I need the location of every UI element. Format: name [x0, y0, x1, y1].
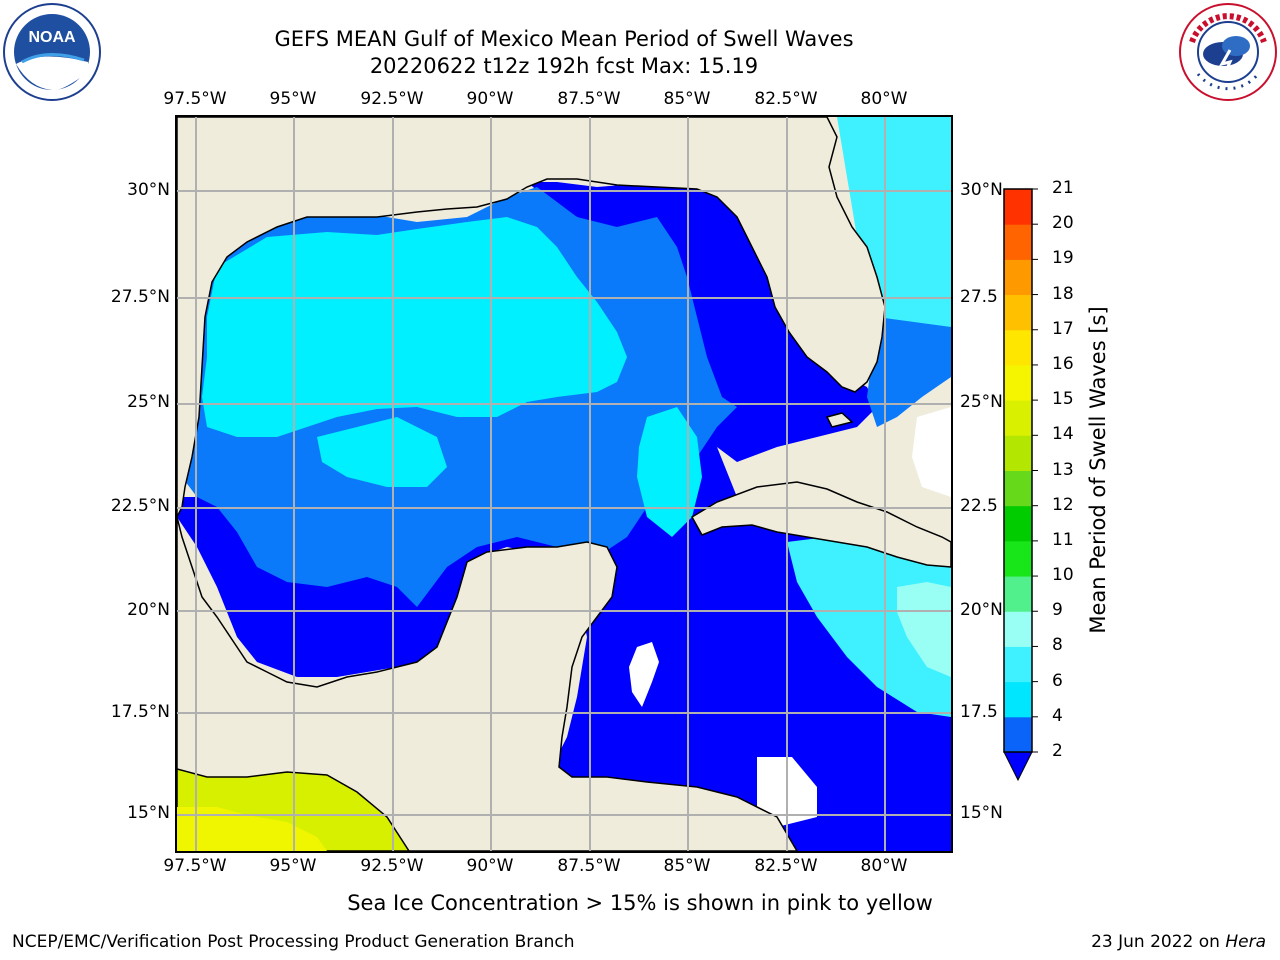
noaa-logo-icon: NOAA [3, 3, 101, 101]
lon-tick-top: 97.5°W [163, 89, 227, 109]
colorbar-tick-label: 2 [1052, 741, 1063, 761]
lat-tick-right: 30°N [960, 180, 1003, 200]
lat-tick-left: 30°N [127, 180, 170, 200]
lon-tick-bottom: 95°W [269, 856, 317, 876]
lon-tick-top: 90°W [466, 89, 514, 109]
lon-tick-bottom: 80°W [860, 856, 908, 876]
date-value: 23 Jun 2022 on [1091, 932, 1226, 952]
colorbar-segment [1004, 294, 1032, 331]
swell-contour-atlantic [837, 117, 951, 347]
lat-tick-left: 25°N [127, 392, 170, 412]
colorbar-segment [1004, 259, 1032, 296]
swell-contour-4-6 [317, 417, 447, 487]
sea-ice-note: Sea Ice Concentration > 15% is shown in … [347, 891, 933, 915]
colorbar [1003, 188, 1038, 782]
swell-contour-4-6 [202, 217, 627, 437]
credit-text: NCEP/EMC/Verification Post Processing Pr… [12, 932, 575, 952]
chart-subtitle: 20220622 t12z 192h fcst Max: 15.19 [369, 54, 759, 78]
lat-tick-right: 27.5 [960, 287, 998, 307]
colorbar-segment [1004, 611, 1032, 647]
machine-name: Hera [1225, 932, 1266, 952]
lon-tick-top: 80°W [860, 89, 908, 109]
colorbar-segment [1004, 576, 1032, 612]
colorbar-tick-label: 11 [1052, 529, 1074, 550]
colorbar-tick-label: 16 [1052, 353, 1074, 374]
date-text: 23 Jun 2022 on Hera [1091, 932, 1266, 952]
lon-tick-bottom: 90°W [466, 856, 514, 876]
colorbar-segment [1004, 681, 1032, 718]
lon-tick-bottom: 97.5°W [163, 856, 227, 876]
lon-tick-top: 87.5°W [557, 89, 621, 109]
lon-tick-bottom: 82.5°W [754, 856, 818, 876]
florida-keys [825, 412, 854, 428]
nws-logo-icon [1179, 3, 1277, 101]
map-panel [175, 115, 953, 853]
colorbar-tick-label: 6 [1052, 670, 1063, 691]
lat-tick-left: 27.5°N [110, 287, 170, 307]
colorbar-tick-label: 4 [1052, 705, 1063, 726]
lat-tick-left: 17.5°N [110, 702, 170, 722]
colorbar-tick-label: 9 [1052, 600, 1063, 621]
noaa-logo-text: NOAA [28, 29, 76, 46]
colorbar-segments [1004, 189, 1032, 753]
lat-tick-left: 20°N [127, 600, 170, 620]
lon-tick-top: 92.5°W [360, 89, 424, 109]
colorbar-tick-label: 19 [1052, 248, 1074, 269]
cuba [690, 481, 951, 568]
colorbar-tick-label: 15 [1052, 389, 1074, 410]
swell-contour-atlantic-low [867, 317, 951, 427]
colorbar-segment [1004, 505, 1032, 542]
colorbar-segment [1004, 400, 1032, 436]
lat-tick-right: 25°N [960, 392, 1003, 412]
mexico-yucatan [177, 516, 798, 851]
colorbar-segment [1004, 364, 1032, 401]
swell-period-field [177, 117, 951, 851]
colorbar-segment [1004, 224, 1032, 260]
lon-tick-top: 85°W [663, 89, 711, 109]
colorbar-extend-min [1003, 751, 1033, 782]
lat-tick-right: 22.5 [960, 496, 998, 516]
swell-contour-4-6 [637, 407, 702, 537]
lon-tick-bottom: 92.5°W [360, 856, 424, 876]
colorbar-segment [1004, 435, 1032, 471]
colorbar-label: Mean Period of Swell Waves [s] [1086, 306, 1110, 634]
map-grid [177, 117, 951, 851]
colorbar-tick-label: 8 [1052, 635, 1063, 656]
colorbar-segment [1004, 470, 1032, 507]
colorbar-tick-label: 21 [1052, 178, 1074, 198]
lat-tick-left: 15°N [127, 803, 170, 823]
chart-title: GEFS MEAN Gulf of Mexico Mean Period of … [274, 27, 854, 51]
swell-contour-below-2 [527, 182, 877, 462]
lon-tick-top: 82.5°W [754, 89, 818, 109]
colorbar-tick-label: 17 [1052, 318, 1074, 339]
colorbar-tick-label: 12 [1052, 494, 1074, 515]
colorbar-tick-label: 14 [1052, 424, 1074, 445]
swell-contour-caribbean-high [897, 582, 951, 677]
swell-contour-caribbean [787, 537, 951, 717]
colorbar-segment [1004, 646, 1032, 683]
lat-tick-right: 17.5 [960, 702, 998, 722]
no-data-area [629, 642, 659, 707]
colorbar-ticks [1032, 188, 1038, 753]
lat-tick-right: 20°N [960, 600, 1003, 620]
colorbar-tick-label: 20 [1052, 213, 1074, 234]
pacific-sea-ice-high [177, 807, 327, 851]
colorbar-segment [1004, 189, 1032, 225]
lon-tick-bottom: 85°W [663, 856, 711, 876]
colorbar-tick-label: 10 [1052, 565, 1074, 586]
colorbar-segment [1004, 540, 1032, 577]
lon-tick-bottom: 87.5°W [557, 856, 621, 876]
colorbar-segment [1004, 716, 1032, 753]
no-data-area [912, 407, 951, 497]
lat-tick-right: 15°N [960, 803, 1003, 823]
lon-tick-top: 95°W [269, 89, 317, 109]
gulf-map [177, 117, 951, 851]
colorbar-segment [1004, 329, 1032, 366]
colorbar-tick-label: 13 [1052, 459, 1074, 480]
lat-tick-left: 22.5°N [110, 496, 170, 516]
colorbar-tick-label: 18 [1052, 283, 1074, 304]
